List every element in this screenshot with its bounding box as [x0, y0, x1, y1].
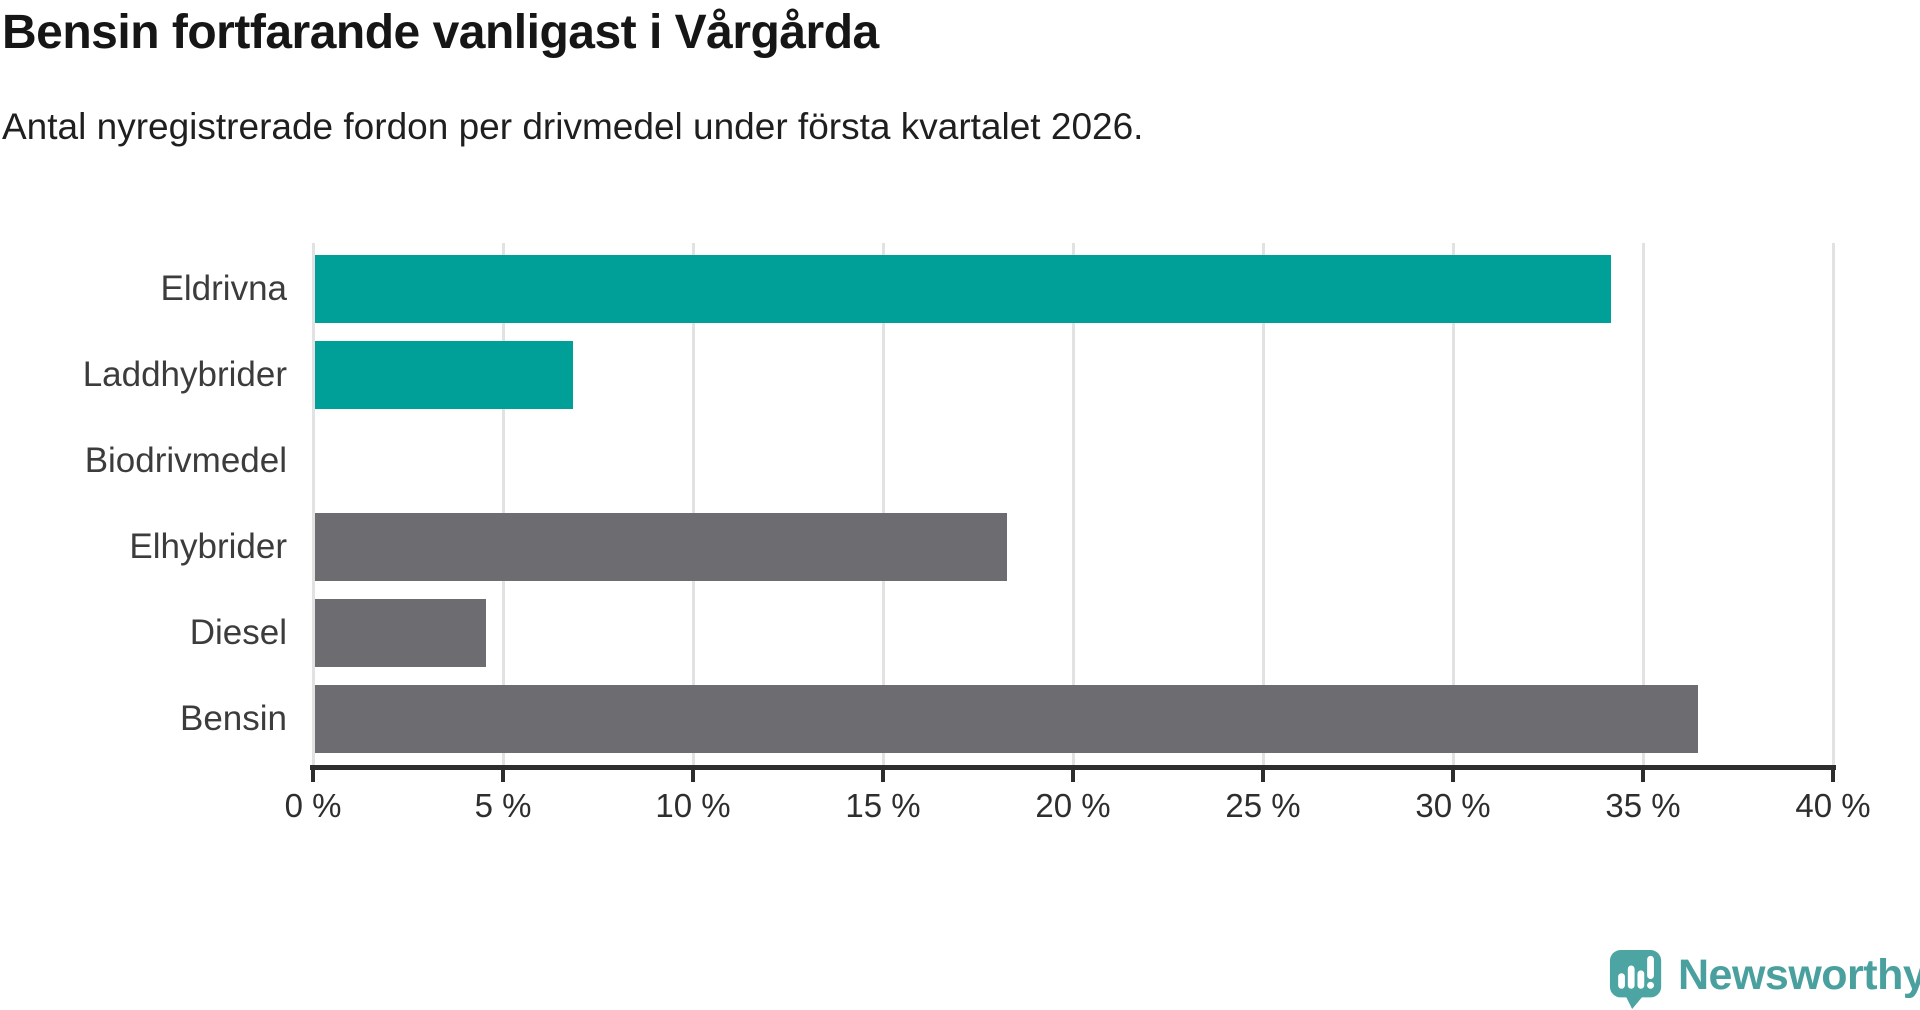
category-label-biodrivmedel: Biodrivmedel: [84, 441, 287, 480]
gridline-20: [1071, 243, 1075, 765]
gridline-30: [1451, 243, 1455, 765]
x-axis-tick-label-15: 15 %: [845, 787, 921, 824]
newsworthy-badge-icon: [1609, 950, 1662, 1009]
bar-diesel: [314, 599, 486, 667]
gridline-40: [1831, 243, 1835, 765]
gridline-10: [691, 243, 695, 765]
x-axis-tick-label-5: 5 %: [474, 787, 532, 824]
x-axis-tick-20: [1071, 765, 1075, 782]
bar-laddhybrider: [314, 341, 573, 409]
x-axis-tick-label-40: 40 %: [1795, 787, 1871, 824]
x-axis-tick-label-0: 0 %: [284, 787, 342, 824]
newsworthy-wordmark: Newsworthy: [1678, 951, 1920, 999]
category-label-elhybrider: Elhybrider: [129, 527, 287, 566]
x-axis-tick-label-25: 25 %: [1225, 787, 1301, 824]
bar-elhybrider: [314, 513, 1007, 581]
x-axis-tick-15: [881, 765, 885, 782]
newsworthy-logo: Newsworthy: [1608, 948, 1920, 1010]
x-axis-tick-label-20: 20 %: [1035, 787, 1111, 824]
gridline-35: [1641, 243, 1645, 765]
x-axis-tick-30: [1451, 765, 1455, 782]
bar-eldrivna: [314, 255, 1611, 323]
x-axis-tick-label-35: 35 %: [1605, 787, 1681, 824]
category-label-bensin: Bensin: [179, 699, 287, 738]
x-axis-tick-25: [1261, 765, 1265, 782]
category-label-eldrivna: Eldrivna: [160, 269, 287, 308]
x-axis-tick-5: [501, 765, 505, 782]
chart-subtitle: Antal nyregistrerade fordon per drivmede…: [2, 106, 1144, 147]
category-label-diesel: Diesel: [189, 613, 287, 652]
x-axis-tick-label-10: 10 %: [655, 787, 731, 824]
x-axis-tick-label-30: 30 %: [1415, 787, 1491, 824]
gridline-15: [881, 243, 885, 765]
gridline-0: [311, 243, 315, 765]
x-axis-tick-40: [1831, 765, 1835, 782]
gridline-5: [501, 243, 505, 765]
category-label-laddhybrider: Laddhybrider: [82, 355, 287, 394]
x-axis-tick-0: [311, 765, 315, 782]
chart-title: Bensin fortfarande vanligast i Vårgårda: [2, 6, 879, 59]
gridline-25: [1261, 243, 1265, 765]
x-axis-tick-10: [691, 765, 695, 782]
x-axis-tick-35: [1641, 765, 1645, 782]
bar-bensin: [314, 685, 1698, 753]
